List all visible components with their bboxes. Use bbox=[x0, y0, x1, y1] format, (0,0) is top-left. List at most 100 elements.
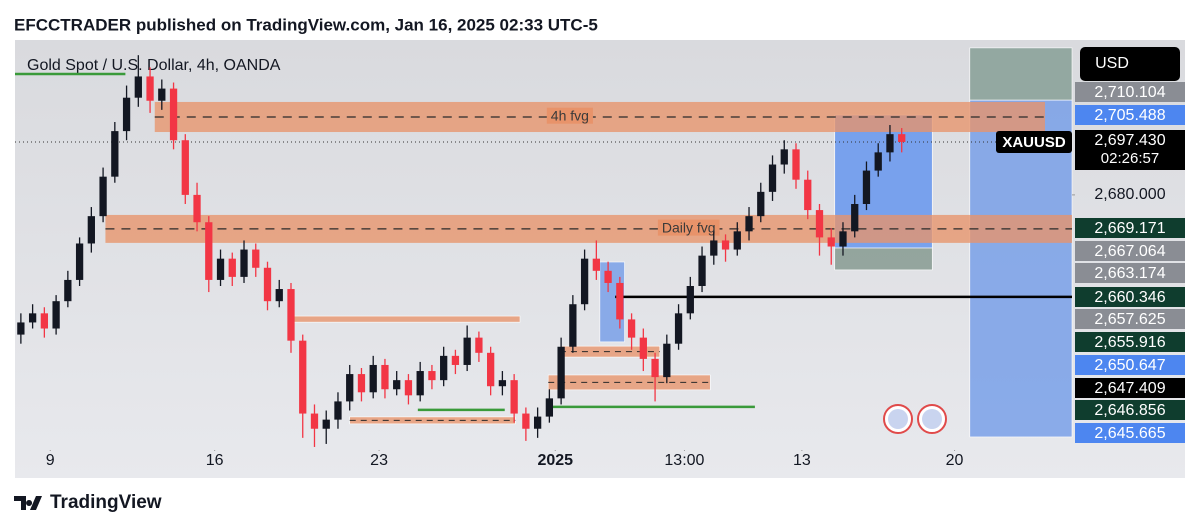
x-tick-label: 20 bbox=[946, 452, 964, 469]
symbol-label: XAUUSD bbox=[1002, 134, 1066, 151]
event-icons bbox=[883, 404, 947, 434]
candle-body bbox=[604, 270, 612, 283]
candle-body bbox=[651, 358, 659, 378]
candle-body bbox=[158, 88, 166, 101]
price-badge bbox=[1075, 82, 1185, 102]
candle-body bbox=[75, 243, 84, 280]
us-flag-icon bbox=[888, 409, 908, 429]
zone-label-bg bbox=[657, 219, 720, 236]
price-badge-label: 2,647.409 bbox=[1094, 380, 1165, 397]
candle-body bbox=[839, 231, 847, 247]
candle-body bbox=[169, 88, 178, 141]
candle-body bbox=[287, 289, 295, 341]
brand-logo: TradingView bbox=[14, 492, 162, 513]
candle-body bbox=[745, 216, 753, 232]
candle-body bbox=[780, 149, 788, 165]
candle-body bbox=[28, 313, 37, 323]
candle-body bbox=[768, 164, 777, 192]
candle-body bbox=[580, 258, 589, 305]
price-badge-label: 2,655.916 bbox=[1094, 334, 1165, 351]
candle-body bbox=[592, 258, 600, 271]
candle-body bbox=[874, 152, 882, 171]
us-flag-icon bbox=[922, 409, 942, 429]
candle-body bbox=[627, 319, 636, 338]
candle-body bbox=[804, 179, 812, 211]
candle-body bbox=[721, 240, 730, 250]
currency-button[interactable] bbox=[1080, 47, 1180, 81]
candle-body bbox=[40, 313, 49, 329]
price-badge-label: 2,646.856 bbox=[1094, 402, 1165, 419]
price-badge bbox=[1075, 332, 1185, 352]
price-badge bbox=[1075, 287, 1185, 307]
price-badge bbox=[1075, 423, 1185, 443]
plot-layer: 4h fvg Daily fvg bbox=[15, 47, 1073, 451]
candle-body bbox=[216, 258, 225, 280]
candle-body bbox=[111, 131, 119, 177]
x-tick-label: 9 bbox=[46, 452, 55, 469]
candle-body bbox=[252, 249, 260, 268]
price-badge bbox=[1075, 218, 1185, 238]
candle-body bbox=[357, 374, 366, 393]
price-badge bbox=[1075, 378, 1185, 398]
zone-label-bg bbox=[546, 107, 593, 124]
candle-body bbox=[616, 282, 624, 320]
candle-body bbox=[674, 313, 683, 344]
countdown-label: 02:26:57 bbox=[1101, 150, 1159, 167]
candle-body bbox=[510, 380, 518, 414]
candle-body bbox=[240, 249, 248, 277]
chart-title: Gold Spot / U.S. Dollar, 4h, OANDA bbox=[27, 57, 281, 74]
candle-body bbox=[393, 380, 401, 390]
candle-body bbox=[205, 222, 213, 280]
candle-body bbox=[498, 380, 507, 387]
candle-body bbox=[886, 134, 894, 153]
brand-name: TradingView bbox=[50, 492, 162, 513]
candle-body bbox=[263, 267, 272, 302]
publish-header: EFCCTRADER published on TradingView.com,… bbox=[14, 15, 598, 34]
candle-body bbox=[545, 398, 554, 417]
price-badge-label: 2,663.174 bbox=[1094, 265, 1165, 282]
price-badge-label: 2,660.346 bbox=[1094, 289, 1165, 306]
candle-body bbox=[52, 301, 60, 329]
candle-body bbox=[146, 76, 154, 101]
candle-body bbox=[275, 289, 283, 302]
candle-body bbox=[322, 419, 330, 429]
price-badge-label: 2,650.647 bbox=[1094, 357, 1165, 374]
candle-body bbox=[193, 194, 201, 223]
logo-mark bbox=[14, 496, 42, 510]
candle-body bbox=[87, 216, 95, 244]
candle-body bbox=[522, 413, 530, 429]
price-badge-label: 2,645.665 bbox=[1094, 425, 1165, 442]
candle-body bbox=[310, 413, 319, 429]
candle-body bbox=[416, 371, 424, 396]
drawing-zone bbox=[289, 315, 521, 323]
candle-body bbox=[369, 364, 377, 393]
symbol-badge bbox=[996, 131, 1072, 153]
price-badge bbox=[1075, 400, 1185, 420]
x-tick-label: 16 bbox=[206, 452, 224, 469]
price-badge-label: 2,667.064 bbox=[1094, 243, 1165, 260]
last-price-label: 2,697.430 bbox=[1094, 132, 1165, 149]
price-badge bbox=[1075, 263, 1185, 283]
currency-label: USD bbox=[1095, 55, 1129, 72]
candle-body bbox=[898, 134, 906, 142]
candle-body bbox=[698, 255, 706, 286]
candle-body bbox=[381, 364, 389, 390]
candle-body bbox=[487, 352, 495, 387]
price-badge-label: 2,705.488 bbox=[1094, 107, 1165, 124]
candle-body bbox=[557, 346, 565, 399]
candle-body bbox=[792, 149, 800, 180]
candle-body bbox=[122, 97, 131, 132]
drawing-zone bbox=[969, 47, 1073, 101]
price-badge-label: 2,710.104 bbox=[1094, 84, 1165, 101]
candle-body bbox=[686, 286, 694, 314]
price-badge bbox=[1075, 355, 1185, 375]
last-price-badge bbox=[1075, 130, 1185, 170]
candle-body bbox=[533, 416, 542, 429]
drawing-zone bbox=[834, 247, 933, 271]
candle-body bbox=[757, 191, 765, 217]
candle-body bbox=[440, 355, 448, 381]
candle-body bbox=[710, 240, 718, 256]
price-badge bbox=[1075, 309, 1185, 329]
candle-body bbox=[346, 374, 354, 402]
